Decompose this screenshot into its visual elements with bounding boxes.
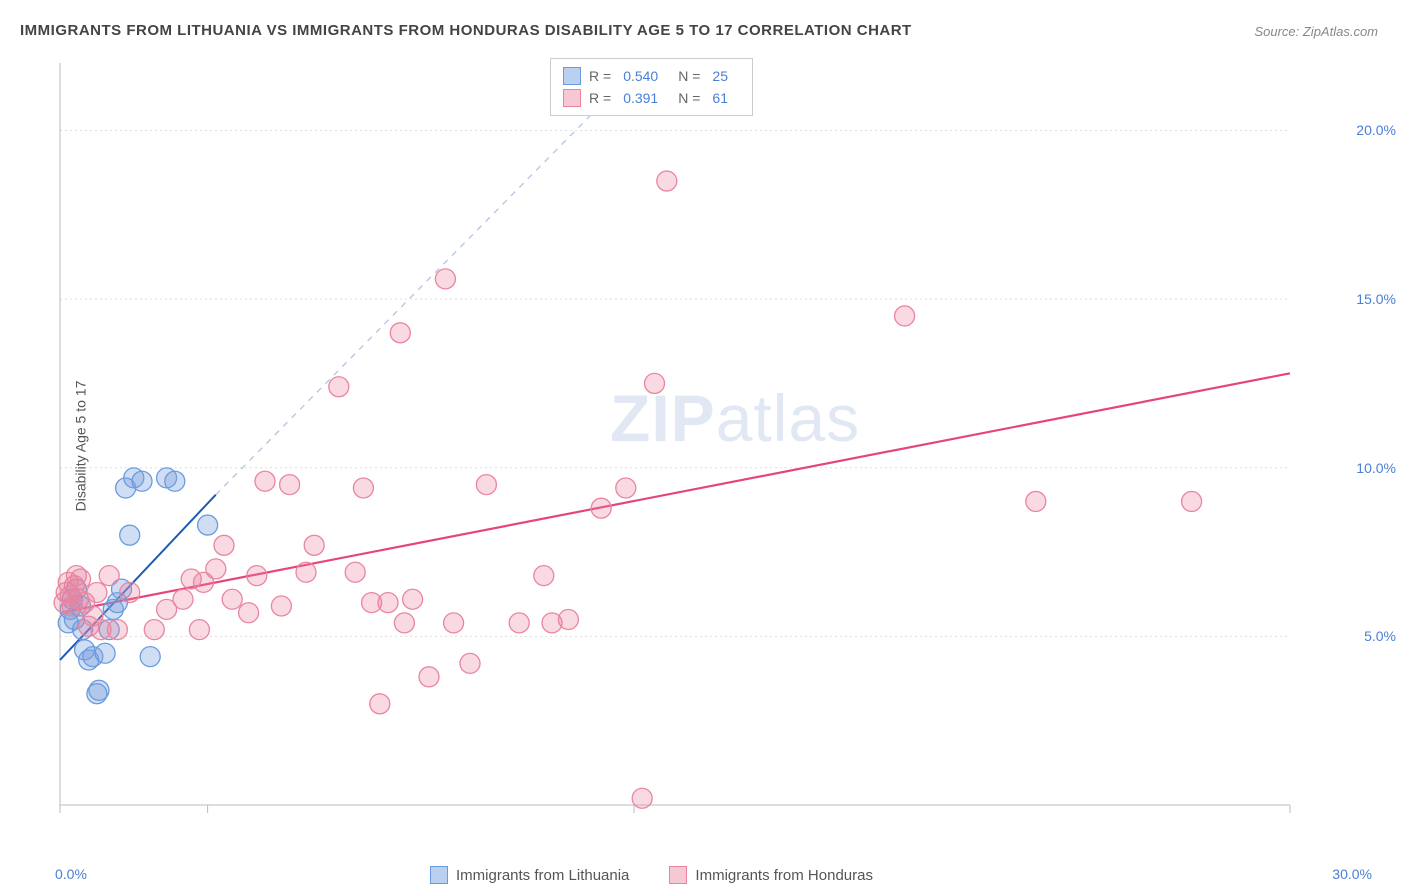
x-tick-end: 30.0%: [1332, 866, 1372, 882]
scatter-plot: [50, 55, 1350, 835]
y-axis-label: Disability Age 5 to 17: [72, 381, 88, 512]
legend-label-1: Immigrants from Honduras: [695, 867, 873, 884]
y-tick-3: 20.0%: [1356, 122, 1396, 138]
legend-item-lithuania: Immigrants from Lithuania: [430, 866, 629, 884]
source-label: Source: ZipAtlas.com: [1254, 24, 1378, 39]
n-value-1: 61: [712, 87, 728, 109]
legend-stats: R = 0.540 N = 25 R = 0.391 N = 61: [550, 58, 753, 116]
swatch-honduras-b: [669, 866, 687, 884]
legend-stats-row-1: R = 0.391 N = 61: [563, 87, 740, 109]
n-value-0: 25: [712, 65, 728, 87]
y-tick-0: 5.0%: [1364, 628, 1396, 644]
y-tick-1: 10.0%: [1356, 460, 1396, 476]
chart-svg: [50, 55, 1350, 835]
legend-item-honduras: Immigrants from Honduras: [669, 866, 873, 884]
legend-label-0: Immigrants from Lithuania: [456, 867, 629, 884]
r-label: R =: [589, 65, 611, 87]
n-label: N =: [678, 87, 700, 109]
r-value-1: 0.391: [623, 87, 658, 109]
swatch-lithuania: [563, 67, 581, 85]
x-tick-0: 0.0%: [55, 866, 87, 882]
n-label: N =: [678, 65, 700, 87]
r-label: R =: [589, 87, 611, 109]
swatch-lithuania-b: [430, 866, 448, 884]
chart-title: IMMIGRANTS FROM LITHUANIA VS IMMIGRANTS …: [20, 22, 912, 39]
legend-stats-row-0: R = 0.540 N = 25: [563, 65, 740, 87]
y-tick-2: 15.0%: [1356, 291, 1396, 307]
r-value-0: 0.540: [623, 65, 658, 87]
legend-bottom: Immigrants from Lithuania Immigrants fro…: [430, 866, 873, 884]
swatch-honduras: [563, 89, 581, 107]
